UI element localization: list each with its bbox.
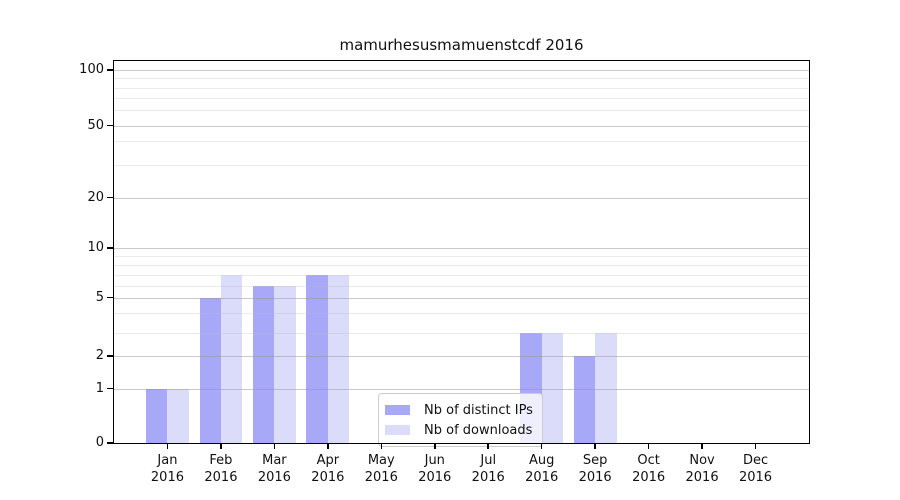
x-tick-label: Feb 2016 [204, 453, 238, 485]
bar-downloads [595, 333, 617, 443]
gridline-minor [114, 87, 809, 89]
y-tick-label: 5 [95, 289, 104, 305]
x-axis-tick [594, 443, 596, 449]
chart-title: mamurhesusmamuenstcdf 2016 [339, 36, 584, 54]
y-axis-tick [107, 387, 113, 390]
y-axis-tick [107, 247, 113, 249]
x-tick-label: Dec 2016 [738, 453, 773, 485]
x-tick-label: Jun 2016 [418, 453, 452, 485]
x-tick-label: Sep 2016 [578, 453, 612, 485]
y-tick-label: 10 [87, 240, 104, 255]
x-tick-label: Jul 2016 [471, 453, 505, 485]
gridline-minor [114, 256, 809, 257]
gridline-major [114, 356, 809, 357]
gridline-minor [114, 141, 809, 142]
legend-swatch-icon [385, 405, 410, 415]
bar-downloads [327, 275, 350, 443]
y-tick-label: 1 [95, 380, 104, 396]
y-tick-label: 20 [87, 189, 104, 205]
gridline-minor [114, 333, 809, 334]
legend: Nb of distinct IPs Nb of downloads [378, 393, 543, 447]
y-tick-label: 100 [79, 62, 104, 77]
gridline-major [114, 248, 809, 249]
bar-downloads [274, 286, 296, 443]
legend-item: Nb of distinct IPs [385, 400, 533, 420]
legend-swatch-icon [385, 425, 410, 435]
gridline-minor [114, 265, 809, 266]
gridline-major [114, 125, 809, 127]
x-axis-tick [540, 443, 543, 449]
legend-item: Nb of downloads [385, 420, 533, 440]
gridline-major [114, 70, 809, 71]
gridline-major [114, 388, 809, 390]
x-axis-tick [433, 443, 436, 449]
legend-label: Nb of distinct IPs [424, 402, 533, 418]
x-axis-tick [166, 443, 169, 449]
bar-distinct-ips [199, 297, 221, 443]
gridline-minor [114, 110, 809, 111]
legend-label: Nb of downloads [424, 422, 533, 438]
x-axis-tick [327, 443, 329, 449]
x-axis-tick [754, 443, 757, 449]
y-tick-label: 0 [95, 435, 104, 450]
y-axis-tick [107, 355, 113, 357]
x-tick-label: Apr 2016 [311, 453, 345, 485]
bar-downloads [541, 333, 564, 443]
gridline-minor [114, 275, 809, 276]
x-axis-tick [220, 443, 222, 449]
y-tick-label: 50 [87, 117, 104, 133]
bar-distinct-ips [573, 356, 596, 443]
x-axis-tick [701, 443, 703, 449]
x-axis-tick [647, 443, 650, 449]
x-tick-label: Oct 2016 [632, 453, 666, 485]
bar-downloads [167, 388, 189, 443]
bar-distinct-ips [306, 275, 328, 443]
y-axis-tick [107, 442, 113, 444]
x-tick-label: Nov 2016 [685, 453, 719, 485]
x-axis-tick [380, 443, 383, 449]
gridline-minor [114, 78, 809, 79]
bar-distinct-ips [146, 388, 168, 443]
y-axis-tick [107, 124, 113, 127]
plot-area: Nb of distinct IPs Nb of downloads [114, 61, 809, 447]
bar-downloads [220, 275, 243, 443]
x-axis-tick [273, 443, 276, 449]
gridline-minor [114, 165, 809, 166]
x-tick-label: May 2016 [364, 453, 398, 485]
gridline-major [114, 197, 809, 199]
bar-distinct-ips [253, 286, 275, 443]
y-axis-tick [107, 69, 113, 71]
y-axis-tick [107, 196, 113, 199]
gridline-minor [114, 313, 809, 314]
x-axis-tick [487, 443, 490, 449]
x-tick-label: Jan 2016 [150, 453, 184, 485]
gridline-major [114, 297, 809, 299]
x-tick-label: Aug 2016 [525, 453, 559, 485]
y-axis-tick [107, 296, 113, 299]
gridline-minor [114, 286, 809, 287]
x-tick-label: Mar 2016 [257, 453, 291, 485]
gridline-minor [114, 98, 809, 99]
y-tick-label: 2 [95, 348, 104, 363]
